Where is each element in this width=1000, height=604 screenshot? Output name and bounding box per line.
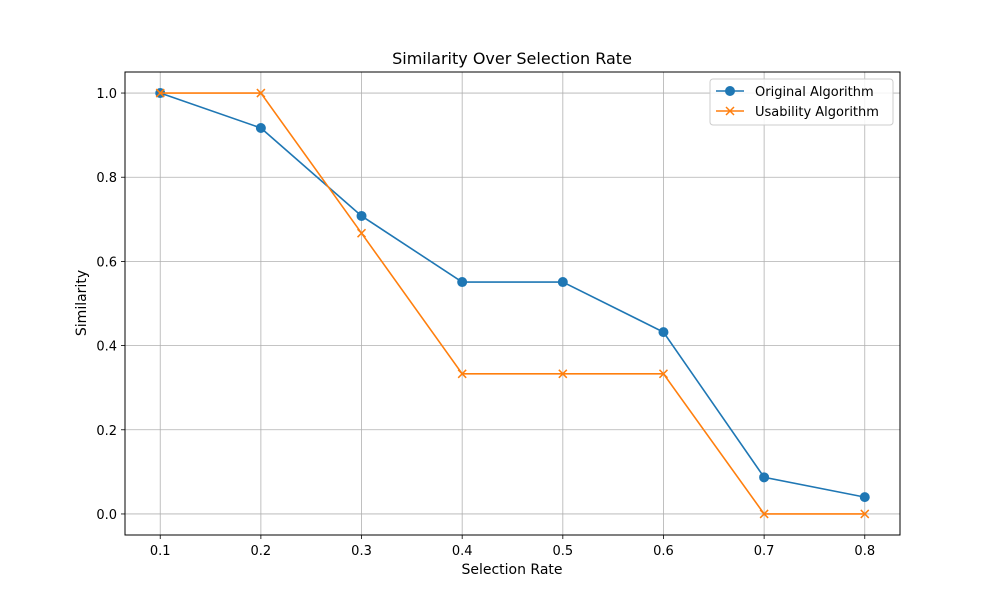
series-layer — [155, 88, 870, 519]
x-marker-stroke — [725, 106, 735, 116]
x-axis-label: Selection Rate — [461, 562, 562, 578]
y-tick-label: 0.2 — [96, 424, 117, 439]
y-axis-label: Similarity — [74, 270, 90, 336]
x-marker-stroke — [256, 88, 266, 98]
legend-label: Original Algorithm — [755, 85, 874, 100]
x-tick-label: 0.4 — [452, 544, 473, 559]
y-tick-label: 1.0 — [96, 87, 117, 102]
axis-ticks: 0.1 0.2 0.3 0.4 0.5 0.6 0.7 0.8 0.0 0.2 0.4 0.6 0.8 1… — [96, 87, 875, 559]
plot-frame — [124, 71, 901, 536]
data-point — [557, 277, 568, 288]
data-point — [457, 277, 468, 288]
y-tick-label: 0.0 — [96, 508, 117, 523]
grid-lines — [125, 72, 900, 535]
legend: Original Algorithm Usability Algorithm — [709, 78, 894, 126]
data-point — [356, 228, 367, 238]
x-tick-label: 0.3 — [351, 544, 372, 559]
x-marker-stroke — [558, 369, 568, 379]
x-tick-label: 0.1 — [150, 544, 171, 559]
data-point — [759, 472, 770, 483]
y-tick-label: 0.6 — [96, 255, 117, 270]
legend-label: Usability Algorithm — [755, 105, 879, 120]
data-point — [256, 88, 266, 98]
legend-swatch-marker — [725, 86, 735, 96]
x-marker-stroke — [759, 509, 769, 519]
x-marker-stroke — [860, 509, 870, 519]
chart-title: Similarity Over Selection Rate — [392, 49, 632, 68]
data-point — [558, 369, 568, 379]
y-tick-label: 0.4 — [96, 340, 117, 355]
x-marker-stroke — [658, 369, 669, 379]
x-tick-label: 0.5 — [552, 544, 573, 559]
x-tick-label: 0.7 — [754, 544, 775, 559]
x-marker-stroke — [457, 369, 467, 379]
data-point — [356, 210, 367, 221]
data-point — [859, 492, 870, 503]
data-point — [658, 327, 669, 338]
data-point — [155, 88, 165, 98]
x-marker-stroke — [356, 228, 367, 238]
legend-item: Original Algorithm — [716, 85, 874, 100]
legend-box — [709, 78, 894, 126]
x-tick-label: 0.8 — [854, 544, 875, 559]
x-tick-label: 0.6 — [653, 544, 674, 559]
x-marker-stroke — [155, 88, 165, 98]
x-tick-label: 0.2 — [251, 544, 272, 559]
legend-swatch-marker — [725, 106, 735, 116]
series-original-algorithm — [155, 88, 870, 503]
data-point — [860, 509, 870, 519]
series-line — [160, 92, 865, 515]
series-usability-algorithm — [155, 88, 870, 519]
legend-item: Usability Algorithm — [716, 105, 879, 120]
y-tick-label: 0.8 — [96, 171, 117, 186]
series-line — [159, 92, 865, 498]
data-point — [759, 509, 769, 519]
data-point — [658, 369, 669, 379]
data-point — [457, 369, 467, 379]
data-point — [255, 122, 266, 133]
